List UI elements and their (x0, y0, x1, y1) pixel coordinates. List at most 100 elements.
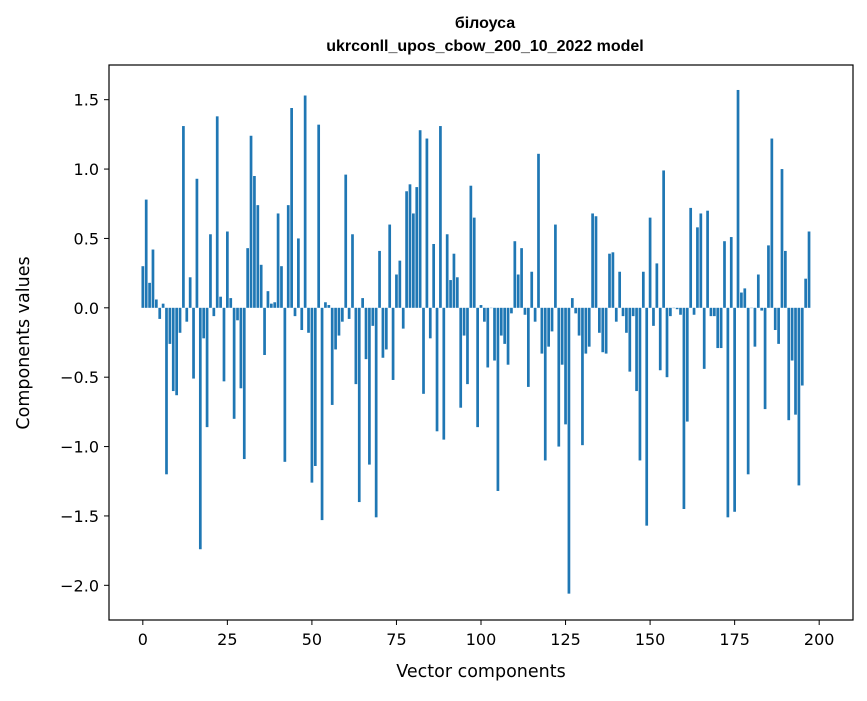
bar (196, 179, 199, 308)
y-tick-label: −0.5 (60, 368, 99, 387)
bar (713, 308, 716, 316)
bar (148, 283, 151, 308)
bar (510, 308, 513, 314)
bar (743, 288, 746, 307)
bar (287, 205, 290, 308)
bar (270, 304, 273, 308)
bar (656, 263, 659, 307)
bar (141, 266, 144, 308)
bar (219, 297, 222, 308)
bar (727, 308, 730, 518)
y-axis-label: Components values (14, 256, 34, 429)
bar (260, 265, 263, 308)
bar (304, 96, 307, 308)
bar (375, 308, 378, 518)
bar (273, 302, 276, 308)
bar (419, 130, 422, 308)
bar (297, 238, 300, 307)
bar (199, 308, 202, 549)
bar (588, 308, 591, 347)
bar (683, 308, 686, 509)
bar (358, 308, 361, 502)
bar (547, 308, 550, 347)
bar (568, 308, 571, 594)
bar (426, 139, 429, 308)
bar (703, 308, 706, 369)
bar (307, 308, 310, 333)
bar (395, 275, 398, 308)
bar (473, 218, 476, 308)
x-tick-label: 125 (550, 630, 581, 649)
bar (679, 308, 682, 315)
bar (209, 234, 212, 308)
bar (290, 108, 293, 308)
bar (524, 308, 527, 315)
bars-group (141, 90, 810, 594)
bar (530, 272, 533, 308)
chart-subtitle: ukrconll_upos_cbow_200_10_2022 model (326, 38, 643, 55)
bar (537, 154, 540, 308)
bar (392, 308, 395, 380)
bar (371, 308, 374, 326)
bar (240, 308, 243, 388)
bar (480, 305, 483, 308)
y-tick-label: 0.0 (74, 299, 99, 318)
bar (730, 237, 733, 308)
bar (463, 308, 466, 336)
bar (693, 308, 696, 315)
bar (155, 299, 158, 307)
bar (432, 244, 435, 308)
bar (618, 272, 621, 308)
bar (598, 308, 601, 333)
plot-frame (109, 65, 853, 620)
bar (622, 308, 625, 316)
bar (632, 308, 635, 316)
bar (459, 308, 462, 408)
bar (368, 308, 371, 465)
bar (551, 308, 554, 332)
bar (497, 308, 500, 491)
bar (740, 293, 743, 308)
y-tick-label: −1.5 (60, 507, 99, 526)
bar (206, 308, 209, 427)
bar (327, 305, 330, 308)
bar (470, 186, 473, 308)
bar (601, 308, 604, 352)
bar (246, 248, 249, 308)
bar (355, 308, 358, 384)
bar (152, 250, 155, 308)
bar (754, 308, 757, 347)
bar (185, 308, 188, 322)
bar (666, 308, 669, 377)
bar (500, 308, 503, 336)
bar (737, 90, 740, 308)
bar (574, 308, 577, 314)
bar (662, 170, 665, 307)
bar (284, 308, 287, 462)
bar (175, 308, 178, 395)
bar (760, 308, 763, 311)
y-tick-label: 1.5 (74, 91, 99, 110)
bar (581, 308, 584, 445)
bar (503, 308, 506, 344)
bar (236, 308, 239, 320)
bar (747, 308, 750, 475)
bar (334, 308, 337, 350)
x-tick-label: 50 (302, 630, 322, 649)
bar (615, 308, 618, 322)
bar (229, 298, 232, 308)
bar (378, 251, 381, 308)
bar (311, 308, 314, 483)
bar (493, 308, 496, 361)
bar (764, 308, 767, 409)
x-tick-label: 200 (804, 630, 835, 649)
bar (226, 232, 229, 308)
bar (584, 308, 587, 354)
bar (466, 308, 469, 384)
bar (324, 302, 327, 308)
y-tick-label: −1.0 (60, 438, 99, 457)
bar (699, 213, 702, 307)
bar (676, 308, 679, 309)
bar (605, 308, 608, 354)
